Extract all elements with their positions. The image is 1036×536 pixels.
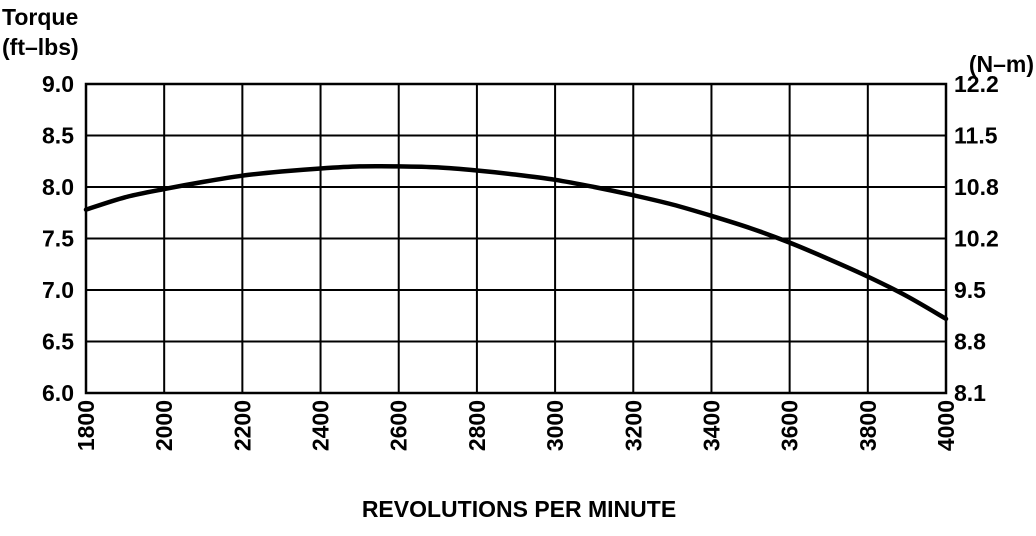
x-tick-label: 3800 <box>855 400 881 451</box>
y-tick-label-right: 12.2 <box>954 71 999 97</box>
curve-layer <box>83 163 949 322</box>
left-axis-label-line1: Torque <box>2 4 78 30</box>
x-tick-label: 2600 <box>386 400 412 451</box>
y-tick-label-left: 6.5 <box>42 329 74 355</box>
x-tick-label: 3000 <box>542 400 568 451</box>
x-tick-label: 3200 <box>620 400 646 451</box>
y-tick-label-right: 10.2 <box>954 226 999 252</box>
plot-frame <box>84 82 948 395</box>
y-tick-label-right: 11.5 <box>954 123 998 149</box>
x-tick-label: 4000 <box>933 400 959 451</box>
y-tick-label-right: 8.8 <box>954 329 986 355</box>
x-tick-label: 3600 <box>777 400 803 451</box>
y-tick-label-left: 7.5 <box>42 226 74 252</box>
y-tick-label-left: 6.0 <box>42 380 74 406</box>
torque-curve <box>83 163 949 322</box>
label-layer: 9.0 8.5 8.0 7.5 7.0 6.5 6.0 12.2 11.5 10.8 10.2 9.5… <box>2 4 1034 522</box>
y-tick-label-left: 8.0 <box>42 174 74 200</box>
x-tick-label: 3400 <box>698 400 724 451</box>
y-tick-label-left: 7.0 <box>42 277 74 303</box>
x-tick-label: 2000 <box>151 400 177 451</box>
left-axis-label-line2: (ft–lbs) <box>2 34 79 60</box>
x-tick-label: 2200 <box>229 400 255 451</box>
x-axis-label: REVOLUTIONS PER MINUTE <box>362 496 676 522</box>
y-tick-label-left: 8.5 <box>42 123 74 149</box>
y-tick-label-left: 9.0 <box>42 71 74 97</box>
y-tick-label-right: 8.1 <box>954 380 986 406</box>
x-tick-label: 2400 <box>308 400 334 451</box>
y-tick-label-right: 10.8 <box>954 174 999 200</box>
x-tick-label: 2800 <box>464 400 490 451</box>
grid-layer <box>84 82 948 395</box>
right-axis-label: (N–m) <box>969 51 1034 77</box>
y-tick-label-right: 9.5 <box>954 277 986 303</box>
x-tick-label: 1800 <box>73 400 99 451</box>
